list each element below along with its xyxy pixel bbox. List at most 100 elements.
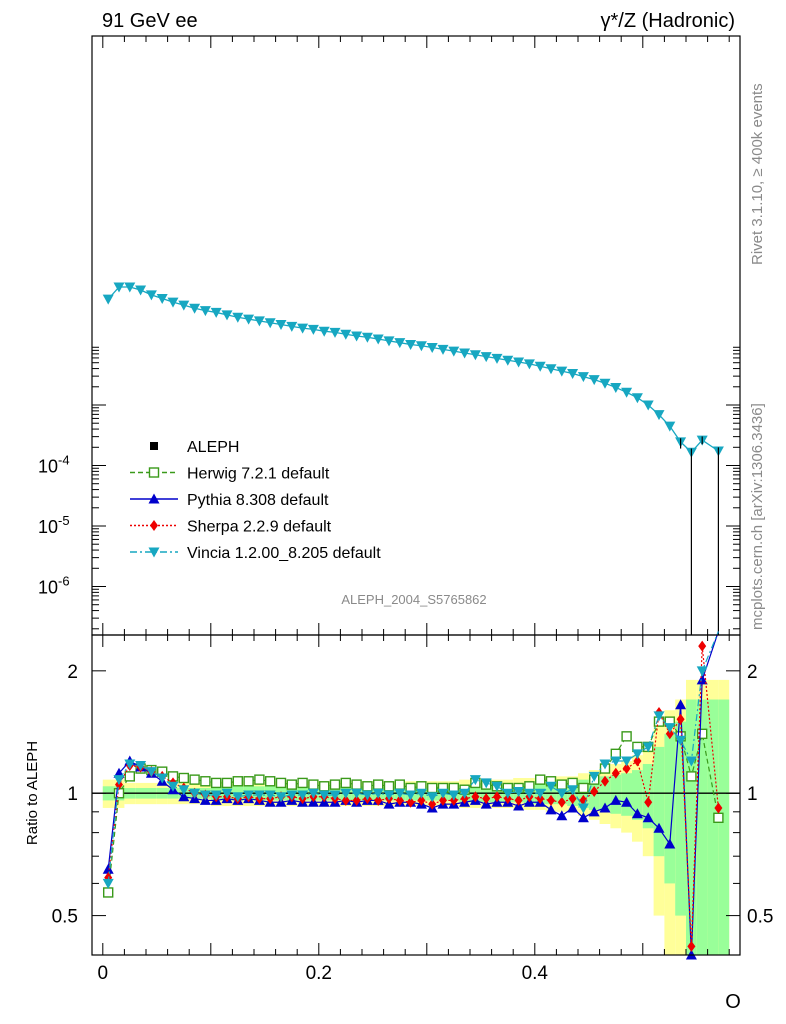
legend-label-sherpa: Sherpa 2.2.9 default [187,519,332,536]
ratio-point-vincia [351,788,363,799]
ratio-point-vincia [145,767,157,778]
ratio-point-pythia [642,812,654,823]
ratio-y-tick-label: 1 [747,784,758,805]
analysis-id: ALEPH_2004_S5765862 [341,592,486,607]
ratio-point-vincia [653,711,665,722]
ratio-point-herwig [308,779,319,790]
ratio-point-vincia [361,790,373,801]
ratio-plot: 0 0.2 0.4 0.5 0.5 1 1 2 2 [52,36,773,984]
ratio-point-sherpa [471,791,480,803]
ratio-point-vincia [534,788,546,799]
main-point-vincia [199,306,211,317]
source-note: mcplots.cern.ch [arXiv:1306.3436] [749,403,766,630]
ratio-y-tick-label: 1 [67,784,78,805]
ratio-point-vincia [664,723,676,734]
ratio-point-sherpa [482,793,491,805]
main-point-vincia [491,353,503,364]
ratio-point-herwig [297,777,308,789]
ratio-point-vincia [685,756,697,767]
ratio-line-vincia [107,631,719,884]
main-point-vincia [167,297,179,308]
main-point-vincia [621,387,633,398]
ratio-point-herwig [243,776,254,787]
uncertainty-band-inner [718,699,730,955]
ratio-point-vincia [297,790,309,801]
ratio-point-vincia [426,792,438,803]
uncertainty-band-inner [653,746,665,857]
ratio-point-vincia [178,785,190,796]
uncertainty-band-inner [621,773,632,816]
ratio-point-pythia [178,791,190,802]
ratio-point-pythia [696,674,708,685]
ratio-y-tick-label: 0.5 [52,907,78,928]
ratio-point-vincia [610,756,622,767]
ratio-point-herwig [200,776,211,787]
legend-label-pythia: Pythia 8.308 default [187,492,329,509]
ratio-point-vincia [102,878,114,889]
ratio-point-sherpa [601,775,609,787]
main-y-tick-label: 10-5 [38,513,70,537]
ratio-point-herwig [697,728,708,740]
uncertainty-band-inner [664,733,676,884]
uncertainty-band-inner [632,770,643,820]
ratio-point-sherpa [714,802,723,814]
legend-marker-vincia [148,547,160,558]
main-point-vincia [415,341,427,352]
main-y-tick-label: 10-6 [38,574,70,598]
ratio-point-sherpa [633,755,642,767]
main-point-vincia [102,294,114,305]
ratio-point-sherpa [341,794,350,806]
legend-marker-herwig [148,467,160,478]
main-point-vincia [275,320,287,331]
main-point-vincia [534,361,546,372]
ratio-point-sherpa [698,640,707,652]
main-line-vincia [107,286,719,454]
main-point-vincia [480,352,492,363]
ratio-y-tick-label: 0.5 [747,907,773,928]
ratio-point-herwig [319,781,330,792]
ratio-point-pythia [621,796,633,807]
ratio-point-vincia [232,792,244,803]
main-point-vincia [556,366,568,377]
ratio-point-herwig [362,781,373,792]
ratio-point-vincia [307,788,319,799]
ratio-point-vincia [459,788,471,799]
ratio-point-herwig [189,774,200,785]
ratio-point-vincia [480,778,492,789]
main-point-vincia [631,393,643,404]
ratio-point-vincia [329,790,341,801]
main-point-vincia [340,329,352,340]
legend-label-vincia: Vincia 1.2.00_8.205 default [187,545,381,562]
ratio-point-pythia [675,699,687,710]
ratio-point-sherpa [676,713,685,725]
ratio-point-vincia [340,788,352,799]
ratio-point-herwig [578,782,589,794]
ratio-point-sherpa [568,793,577,805]
legend-marker-sherpa [150,520,158,531]
ratio-point-vincia [491,781,503,792]
main-point-vincia [189,303,201,314]
ratio-point-sherpa [395,794,404,806]
process-label: γ*/Z (Hadronic) [601,10,735,32]
ratio-point-sherpa [611,767,620,779]
legend-entry-pythia: Pythia 8.308 default [130,492,329,509]
ratio-series-herwig [102,716,724,898]
ratio-point-herwig [383,781,395,792]
uncertainty-band-inner [696,699,708,955]
main-point-vincia [383,336,395,347]
main-point-vincia [523,359,535,370]
uncertainty-band-inner [707,699,719,955]
main-point-vincia [253,316,265,327]
main-plot: 10-6 10-5 10-4 [38,35,741,636]
ratio-point-pythia [631,808,643,819]
ratio-point-herwig [394,779,405,790]
ratio-point-vincia [437,788,449,799]
x-tick-label: 0.2 [306,963,332,984]
ratio-point-herwig [556,779,567,790]
main-point-vincia [459,348,471,359]
ratio-point-herwig [329,779,341,790]
main-point-vincia [221,310,233,321]
ratio-point-herwig [713,812,724,824]
ratio-point-vincia [167,781,179,792]
